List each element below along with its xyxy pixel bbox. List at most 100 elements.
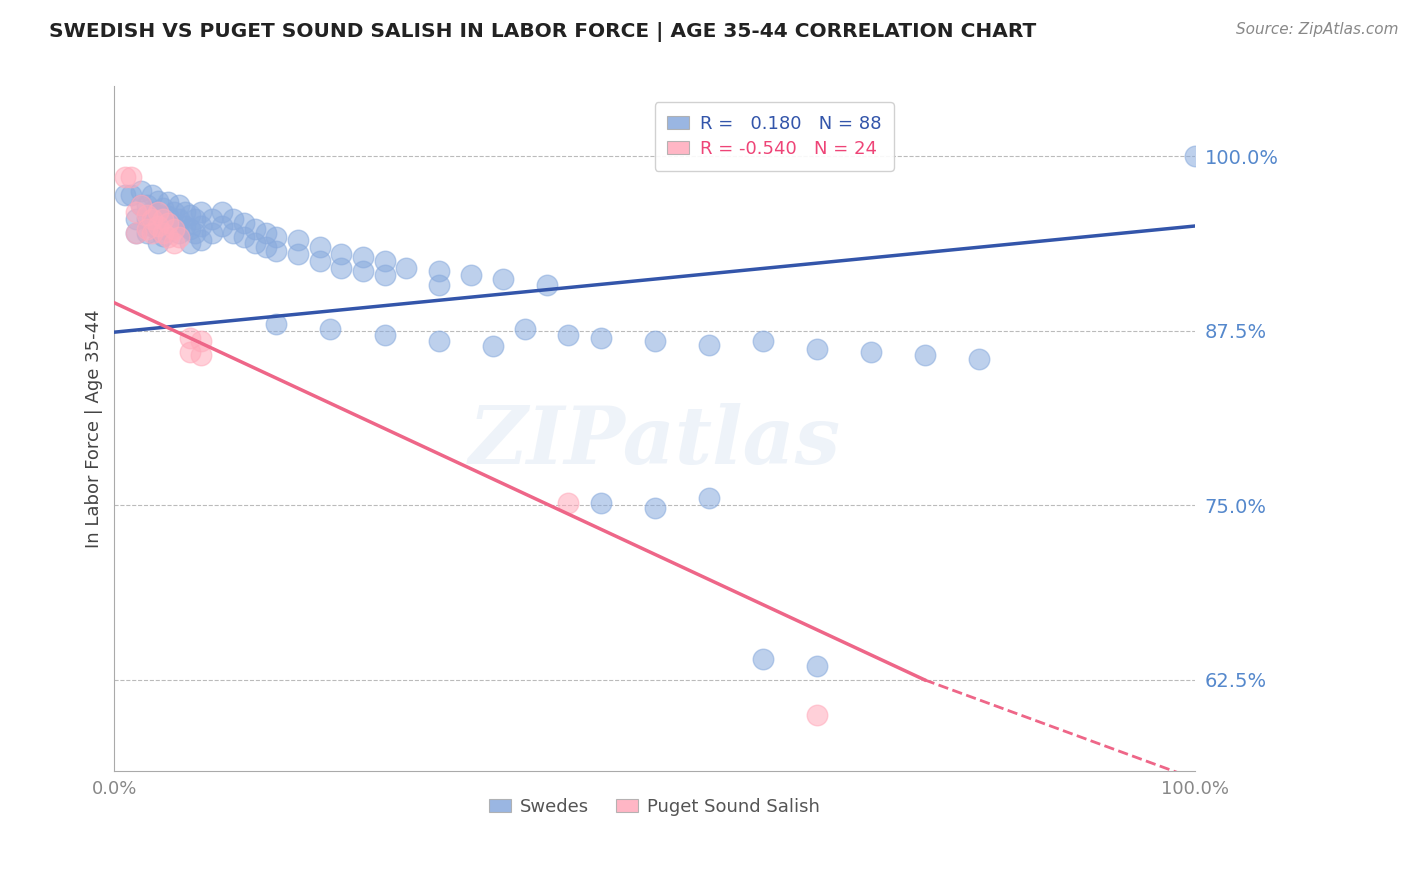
Point (167, 198, 190, 212)
Point (157, 230, 180, 244)
Point (163, 222, 186, 236)
Point (352, 263, 374, 277)
Point (806, 659, 828, 673)
Point (141, 212, 163, 227)
Point (806, 342, 828, 356)
Point (131, 198, 153, 212)
Point (352, 250, 374, 264)
Point (557, 495, 579, 509)
Point (751, 652, 773, 666)
Point (243, 222, 266, 236)
Point (152, 215, 174, 229)
Point (146, 235, 169, 250)
Point (859, 344, 882, 359)
Point (222, 212, 245, 227)
Point (211, 205, 233, 219)
Point (557, 328, 579, 343)
Point (157, 195, 180, 210)
Point (427, 263, 450, 277)
Point (266, 230, 288, 244)
Point (114, 188, 136, 202)
Point (179, 208, 201, 222)
Point (152, 228, 174, 243)
Point (287, 247, 309, 261)
Point (190, 219, 212, 233)
Point (114, 170, 136, 185)
Point (697, 491, 720, 506)
Point (373, 254, 395, 268)
Point (254, 226, 277, 240)
Point (120, 188, 142, 202)
Point (135, 222, 157, 236)
Point (146, 194, 169, 208)
Point (163, 219, 186, 233)
Point (395, 260, 418, 275)
Point (190, 205, 212, 219)
Point (179, 235, 201, 250)
Point (644, 334, 666, 348)
Point (287, 233, 309, 247)
Point (460, 268, 482, 282)
Point (492, 272, 515, 286)
Point (141, 205, 163, 219)
Point (157, 216, 180, 230)
Point (427, 334, 450, 348)
Point (233, 230, 256, 244)
Point (141, 226, 163, 240)
Text: SWEDISH VS PUGET SOUND SALISH IN LABOR FORCE | AGE 35-44 CORRELATION CHART: SWEDISH VS PUGET SOUND SALISH IN LABOR F… (49, 22, 1036, 42)
Point (184, 212, 207, 227)
Point (806, 707, 828, 722)
Point (222, 226, 245, 240)
Point (131, 198, 153, 212)
Point (135, 212, 157, 227)
Point (308, 254, 330, 268)
Point (190, 334, 212, 348)
Point (697, 337, 720, 351)
Point (967, 351, 990, 366)
Point (125, 205, 148, 219)
Point (173, 205, 195, 219)
Point (589, 495, 612, 509)
Point (184, 226, 207, 240)
Point (330, 260, 353, 275)
Point (135, 226, 157, 240)
Point (481, 339, 503, 353)
Point (266, 244, 288, 259)
Point (308, 240, 330, 254)
Point (163, 205, 186, 219)
Point (167, 230, 190, 244)
Point (141, 219, 163, 233)
Point (167, 226, 190, 240)
Point (146, 205, 169, 219)
Point (536, 277, 558, 292)
Legend: Swedes, Puget Sound Salish: Swedes, Puget Sound Salish (482, 791, 827, 823)
Point (190, 347, 212, 361)
Point (135, 208, 157, 222)
Point (152, 212, 174, 227)
Point (513, 322, 536, 336)
Point (135, 198, 157, 212)
Point (254, 240, 277, 254)
Point (179, 331, 201, 345)
Point (751, 334, 773, 348)
Point (427, 277, 450, 292)
Point (190, 233, 212, 247)
Point (125, 226, 148, 240)
Point (152, 201, 174, 215)
Point (211, 219, 233, 233)
Point (233, 216, 256, 230)
Text: Source: ZipAtlas.com: Source: ZipAtlas.com (1236, 22, 1399, 37)
Point (173, 219, 195, 233)
Point (179, 222, 201, 236)
Point (644, 501, 666, 516)
Text: ZIPatlas: ZIPatlas (468, 403, 841, 481)
Point (914, 347, 936, 361)
Point (1184, 149, 1206, 163)
Point (330, 247, 353, 261)
Point (125, 212, 148, 227)
Point (243, 235, 266, 250)
Y-axis label: In Labor Force | Age 35-44: In Labor Force | Age 35-44 (86, 310, 103, 548)
Point (146, 208, 169, 222)
Point (201, 226, 224, 240)
Point (266, 317, 288, 331)
